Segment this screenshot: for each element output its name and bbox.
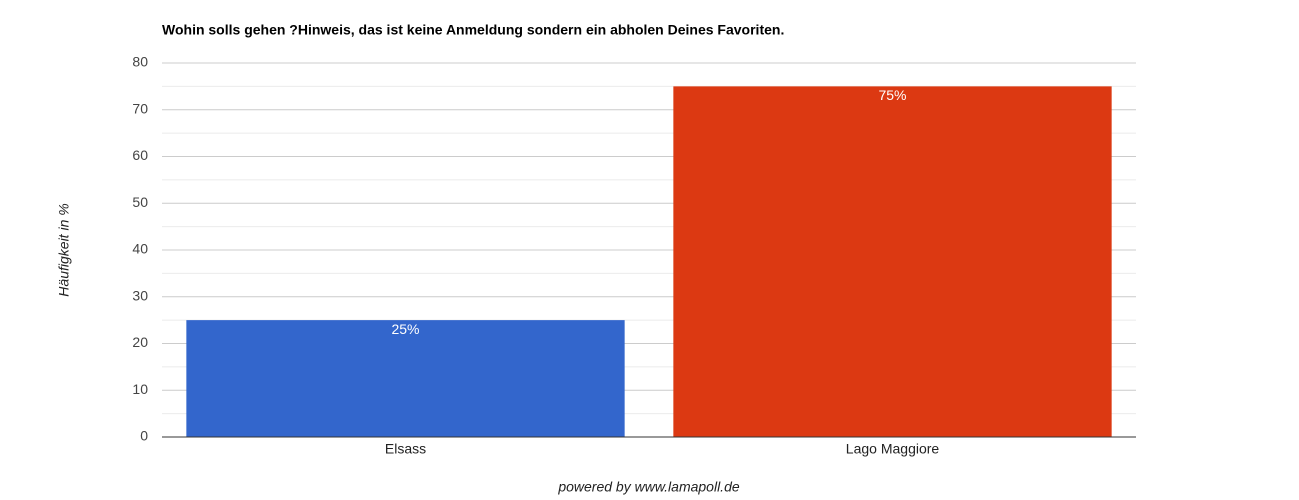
y-tick-label: 60 — [132, 147, 148, 163]
value-label: 75% — [878, 87, 906, 103]
value-label: 25% — [391, 321, 419, 337]
y-tick-label: 30 — [132, 287, 148, 303]
chart-title: Wohin solls gehen ?Hinweis, das ist kein… — [162, 22, 784, 38]
bar — [186, 320, 625, 437]
y-tick-label: 50 — [132, 194, 148, 210]
y-tick-label: 70 — [132, 100, 148, 116]
y-tick-label: 20 — [132, 334, 148, 350]
x-tick-label: Elsass — [385, 441, 426, 457]
y-tick-label: 40 — [132, 241, 148, 257]
x-tick-label: Lago Maggiore — [846, 441, 940, 457]
y-tick-label: 80 — [132, 54, 148, 70]
footer: powered by www.lamapoll.de — [557, 479, 740, 495]
y-tick-label: 10 — [132, 381, 148, 397]
bar — [673, 86, 1112, 437]
y-axis-label: Häufigkeit in % — [56, 203, 72, 296]
y-tick-label: 0 — [140, 428, 148, 444]
